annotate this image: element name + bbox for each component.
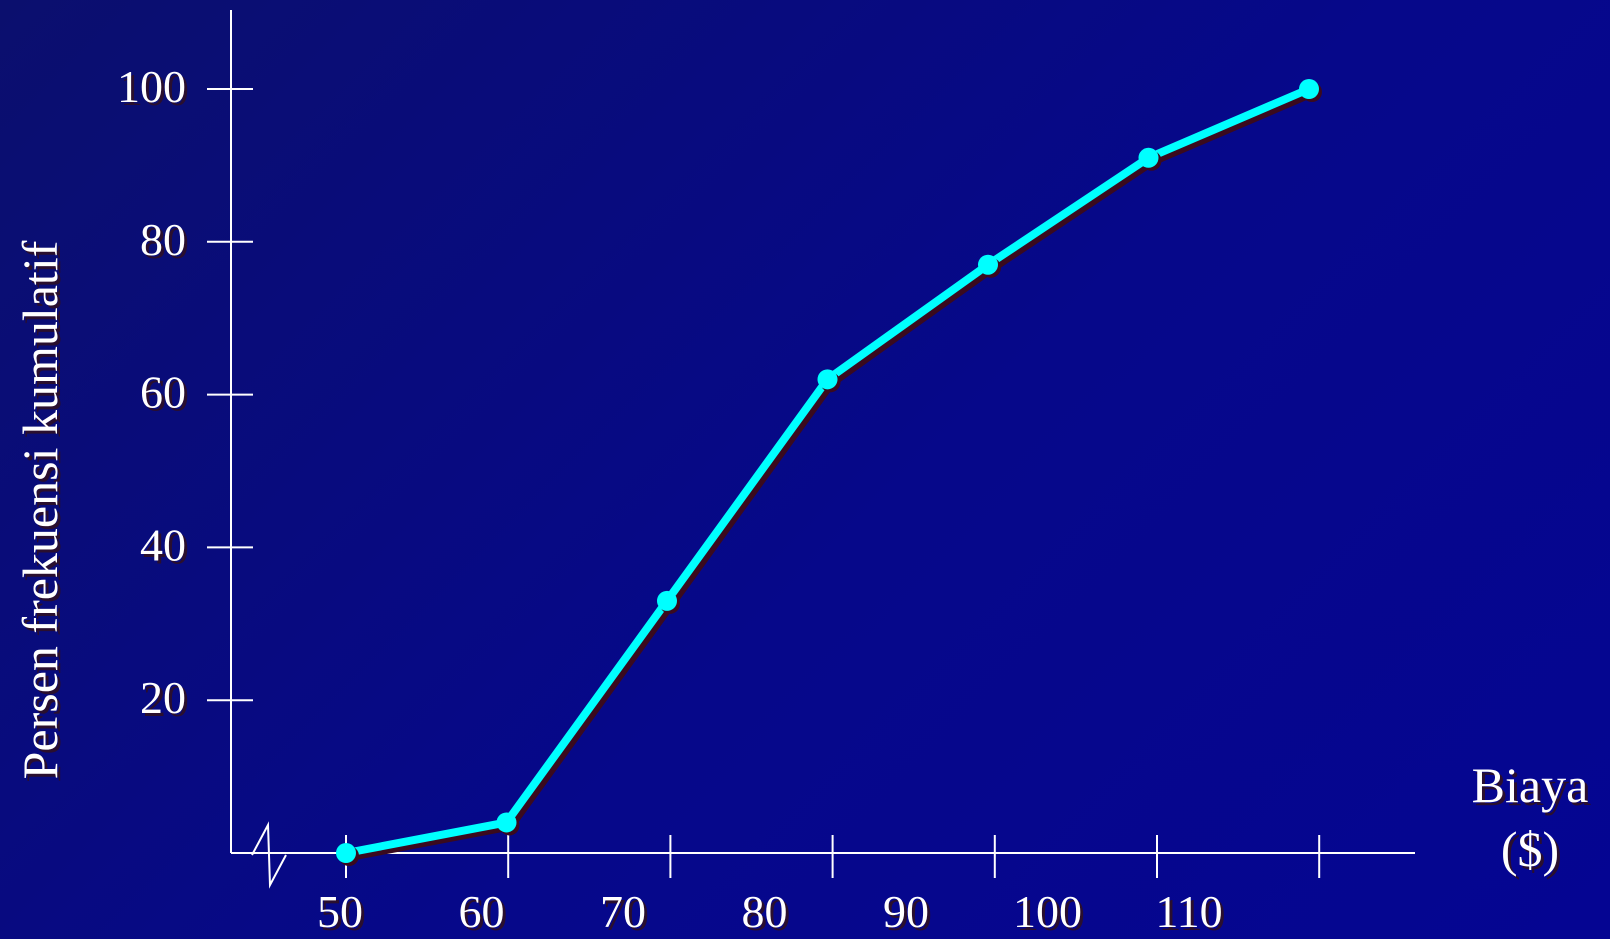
data-point	[496, 812, 517, 833]
x-axis-title-shadow: ($)	[1504, 824, 1562, 880]
x-tick-label-shadow: 100	[1016, 889, 1085, 939]
x-tick-label: 50	[317, 886, 363, 937]
y-tick-label-shadow: 20	[143, 675, 189, 726]
x-tick-label: 60	[459, 886, 505, 937]
y-tick-label-shadow: 80	[143, 217, 189, 268]
y-tick-label-shadow: 100	[120, 64, 189, 115]
y-tick-label: 60	[140, 367, 186, 418]
y-axis-title: Persen frekuensi kumulatif	[12, 240, 68, 779]
y-tick-label-shadow: 60	[143, 370, 189, 421]
x-tick-label: 90	[883, 886, 929, 937]
data-point	[817, 369, 838, 390]
x-tick-label-shadow: 110	[1158, 889, 1225, 939]
x-tick-label: 70	[600, 886, 646, 937]
data-point	[1299, 79, 1319, 99]
x-tick-label-shadow: 90	[886, 889, 932, 939]
x-tick-label-shadow: 60	[462, 889, 508, 939]
data-point	[978, 254, 998, 275]
x-tick-label-shadow: 70	[603, 889, 649, 939]
y-tick-label: 100	[117, 61, 186, 112]
x-tick-label: 80	[742, 886, 788, 937]
data-point	[1138, 147, 1159, 168]
y-tick-label: 40	[140, 519, 186, 570]
data-point	[657, 590, 677, 611]
axes	[207, 10, 1415, 889]
x-tick-label: 110	[1155, 886, 1222, 937]
axis-break-icon	[251, 821, 287, 889]
data-point	[336, 843, 356, 863]
y-tick-label-shadow: 40	[143, 522, 189, 573]
y-tick-label: 20	[140, 672, 186, 723]
x-axis-title-shadow: Biaya	[1475, 760, 1592, 816]
x-tick-label-shadow: 80	[745, 889, 791, 939]
x-tick-label-shadow: 50	[320, 889, 366, 939]
x-axis-title-line2: ($)	[1501, 821, 1559, 877]
y-axis-title-shadow: Persen frekuensi kumulatif	[15, 243, 71, 782]
y-tick-label: 80	[140, 214, 186, 265]
x-axis-title-line1: Biaya	[1472, 757, 1589, 813]
data-series	[336, 79, 1322, 866]
series-line-shadow	[346, 89, 1317, 861]
series-line	[342, 85, 1313, 857]
x-tick-label: 100	[1013, 886, 1082, 937]
